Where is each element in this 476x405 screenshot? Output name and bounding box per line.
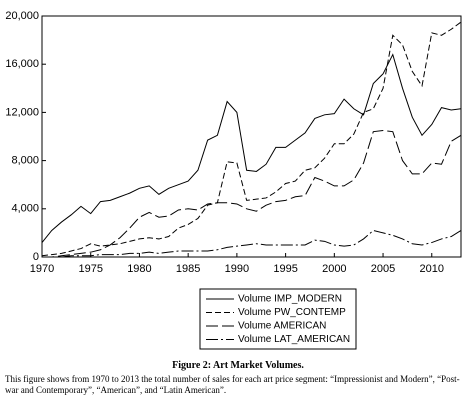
x-tick-label: 1985 bbox=[176, 263, 200, 275]
y-tick-label: 4,000 bbox=[11, 203, 39, 215]
caption-title: Figure 2: Art Market Volumes. bbox=[172, 360, 304, 371]
y-tick-label: 20,000 bbox=[5, 10, 39, 22]
legend-label: Volume LAT_AMERICAN bbox=[238, 334, 350, 345]
y-tick-label: 8,000 bbox=[11, 155, 39, 167]
legend-label: Volume AMERICAN bbox=[238, 321, 326, 332]
y-tick-label: 16,000 bbox=[5, 58, 39, 70]
series-line bbox=[42, 129, 462, 258]
x-tick-label: 2005 bbox=[371, 263, 395, 275]
legend-label: Volume PW_CONTEMP bbox=[238, 307, 346, 318]
y-tick-label: 0 bbox=[33, 251, 39, 263]
x-tick-label: 2000 bbox=[322, 263, 346, 275]
x-tick-label: 1995 bbox=[273, 263, 297, 275]
chart: 0 4,000 8,000 12,000 16,000 20,000 1970 1975 198… bbox=[5, 10, 462, 350]
series-line bbox=[41, 53, 462, 243]
y-tick-label: 12,000 bbox=[5, 106, 39, 118]
legend-label: Volume IMP_MODERN bbox=[238, 294, 342, 305]
x-tick-label: 1980 bbox=[127, 263, 151, 275]
x-tick-label: 1975 bbox=[78, 263, 102, 275]
series-line bbox=[41, 21, 462, 257]
x-tick-label: 1970 bbox=[30, 263, 54, 275]
caption: Figure 2: Art Market Volumes. This figur… bbox=[0, 360, 476, 396]
caption-text: This figure shows from 1970 to 2013 the … bbox=[5, 374, 460, 395]
x-tick-label: 2010 bbox=[420, 263, 444, 275]
plot-frame bbox=[41, 15, 462, 258]
series-line bbox=[42, 229, 462, 258]
x-tick-label: 1990 bbox=[225, 263, 249, 275]
